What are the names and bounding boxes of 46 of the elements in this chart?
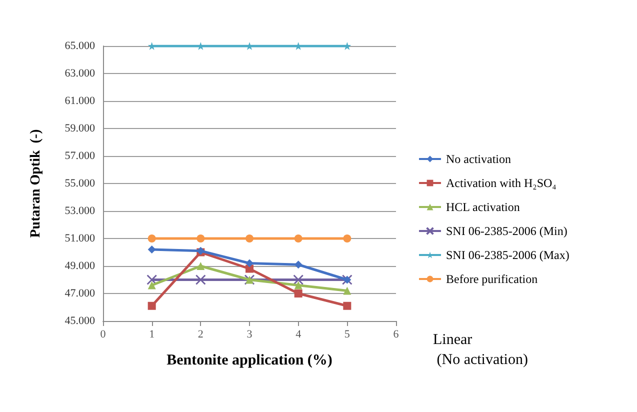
point	[293, 274, 304, 285]
point	[294, 234, 302, 242]
x-tick-label: 2	[198, 328, 204, 340]
x-tick-label: 0	[100, 328, 106, 340]
point	[148, 246, 156, 254]
y-tick-label: 49.000	[64, 260, 96, 272]
y-tick-label: 65.000	[64, 40, 96, 52]
point	[294, 260, 302, 269]
point	[195, 274, 206, 285]
y-tick-label: 57.000	[64, 150, 96, 162]
point	[148, 234, 156, 242]
legend-label: HCL activation	[446, 200, 520, 214]
point	[343, 234, 352, 242]
y-tick-label: 55.000	[64, 178, 96, 190]
y-axis-title: Putaran Optik (-)	[28, 128, 44, 238]
point	[294, 290, 302, 298]
point	[343, 286, 352, 295]
x-tick-label: 4	[296, 328, 302, 340]
y-tick-label: 63.000	[64, 68, 96, 80]
legend-label: No activation	[446, 152, 511, 166]
y-tick-label: 47.000	[64, 288, 96, 300]
legend-label: Before purification	[446, 272, 538, 286]
point	[148, 302, 156, 310]
y-tick-label: 53.000	[64, 205, 96, 217]
point	[196, 262, 205, 270]
point	[294, 281, 302, 290]
y-tick-label: 45.000	[64, 315, 96, 327]
point	[146, 274, 158, 285]
point	[246, 259, 254, 268]
text: Linear (No activation)	[433, 332, 528, 368]
x-tick-label: 5	[344, 328, 350, 340]
point	[246, 234, 254, 242]
x-tick-label: 6	[393, 328, 400, 340]
y-tick-label: 59.000	[64, 122, 96, 134]
point	[148, 281, 156, 290]
legend-label: SNI 06-2385-2006 (Max)	[446, 248, 570, 262]
y-tick-label: 51.000	[64, 232, 96, 244]
legend-label: SNI 06-2385-2006 (Min)	[446, 224, 568, 238]
point	[343, 302, 352, 310]
x-tick-label: 3	[246, 328, 253, 340]
x-tick-label: 1	[149, 328, 155, 340]
x-axis-title: Bentonite application (%)	[166, 352, 332, 368]
point	[246, 264, 254, 273]
legend-label: Activation with H₂SO₄	[446, 176, 556, 190]
point	[196, 234, 205, 242]
y-tick-label: 61.000	[64, 95, 96, 107]
